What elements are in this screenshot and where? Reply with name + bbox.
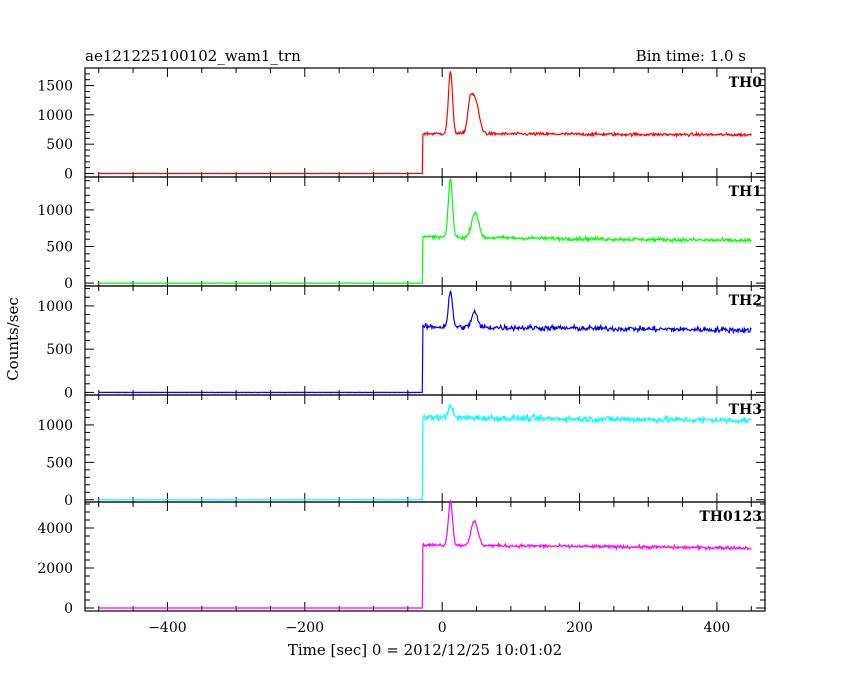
- panel-th2: 0 500 1000 TH2: [37, 285, 766, 401]
- y-tick-label: 1000: [37, 418, 73, 434]
- x-tick-labels: −400 −200 0 200 400: [148, 620, 730, 636]
- panel-label: TH0123: [699, 509, 762, 525]
- panel-frame: [84, 176, 766, 287]
- x-tick-label: 0: [438, 620, 447, 636]
- y-tick-label: 1000: [37, 203, 73, 219]
- panel-label: TH0: [729, 75, 763, 91]
- panel-label: TH3: [729, 402, 762, 418]
- y-tick-label: 0: [64, 385, 73, 401]
- x-axis-label: Time [sec] 0 = 2012/12/25 10:01:02: [288, 641, 562, 659]
- panel-th0123: 0 2000 4000 TH0123: [37, 499, 766, 617]
- y-tick-label: 0: [64, 166, 73, 182]
- y-tick-label: 1000: [37, 108, 73, 124]
- y-axis-label: Counts/sec: [4, 297, 22, 381]
- y-tick-label: 500: [46, 137, 73, 153]
- panel-frame: [84, 285, 766, 396]
- panel-th0: 0 500 1000 1500 TH0: [37, 67, 766, 182]
- panel-label: TH2: [729, 293, 762, 309]
- x-tick-label: −400: [148, 620, 186, 636]
- x-tick-label: −200: [286, 620, 324, 636]
- y-tick-label: 2000: [37, 561, 73, 577]
- y-tick-label: 4000: [37, 521, 73, 537]
- series-line-th0: [98, 71, 752, 175]
- panel-frame: [84, 67, 766, 178]
- panel-th1: 0 500 1000 TH1: [37, 176, 766, 292]
- panel-frame: [84, 501, 766, 612]
- y-tick-label: 500: [46, 342, 73, 358]
- y-tick-label: 1000: [37, 299, 73, 315]
- y-tick-label: 0: [64, 493, 73, 509]
- y-tick-label: 500: [46, 239, 73, 255]
- panel-frame: [84, 394, 766, 503]
- y-tick-label: 500: [46, 455, 73, 471]
- series-line-th1: [98, 177, 752, 284]
- x-tick-label: 200: [566, 620, 593, 636]
- series-line-th3: [98, 404, 752, 501]
- series-line-th2: [98, 290, 752, 394]
- y-tick-label: 0: [64, 601, 73, 617]
- y-tick-label: 1500: [37, 79, 73, 95]
- series-line-th0123: [98, 499, 752, 609]
- panel-th3: 0 500 1000 TH3: [37, 394, 766, 509]
- x-tick-label: 400: [704, 620, 731, 636]
- chart-title-right: Bin time: 1.0 s: [636, 47, 746, 65]
- panels-group: 0 500 1000 1500 TH0 0 500 1000 TH1 0 500 1000 TH2 0 50…: [37, 67, 766, 617]
- chart-title-left: ae121225100102_wam1_trn: [85, 47, 301, 65]
- panel-label: TH1: [729, 184, 762, 200]
- y-tick-label: 0: [64, 276, 73, 292]
